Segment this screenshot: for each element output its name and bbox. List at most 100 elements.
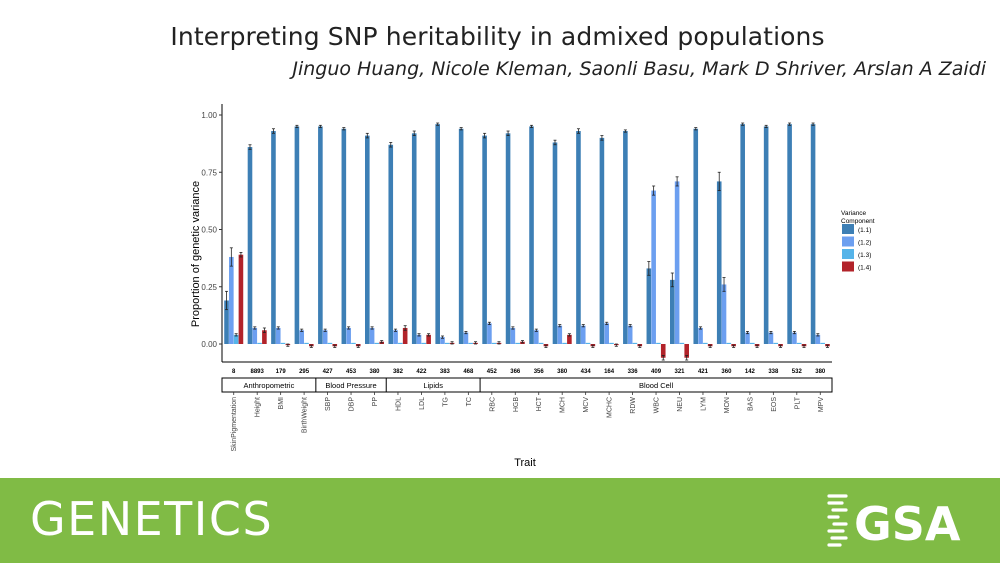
sample-count-label: 468 [463,369,474,375]
bar [440,337,445,344]
sample-count-label: 532 [792,369,803,375]
bar [458,128,464,344]
legend-title: Variance [841,210,867,217]
bar [656,342,661,344]
bar [646,268,652,344]
x-tick-label: RBC [489,397,496,412]
sample-count-label: 422 [416,369,427,375]
bar [482,135,487,344]
sample-count-label: 452 [487,369,498,375]
bar [411,133,417,344]
bar [557,325,563,344]
bar [599,137,605,344]
bar [388,144,394,344]
sample-count-label: 8 [232,369,236,375]
bar [660,344,666,358]
bar [463,332,469,344]
bar [716,181,722,344]
sample-count-label: 321 [674,369,685,375]
sample-count-label: 336 [628,369,639,375]
bar [257,342,262,344]
bar [693,128,699,344]
bar [534,330,539,344]
gsa-logo: GSA [827,494,961,550]
x-tick-label: WBC [654,397,661,413]
y-tick-label: 1.00 [201,111,217,120]
bar [726,342,732,344]
bar [393,330,398,344]
y-tick-label: 0.50 [201,226,217,235]
bar [275,327,281,344]
sample-count-label: 356 [534,369,545,375]
x-tick-label: NEU [677,397,684,412]
bar [426,334,431,344]
x-tick-label: Height [255,397,262,417]
sample-count-label: 380 [557,369,568,375]
x-tick-label: LDL [419,397,426,410]
footer-banner: GENETICS GSA [0,478,1000,563]
bar [538,342,544,344]
legend-swatch [842,236,854,247]
bar [529,126,534,344]
sample-count-label: 421 [698,369,709,375]
bar [740,124,745,344]
legend-label: (1.1) [858,227,871,234]
bar [810,124,816,344]
bar [552,142,558,344]
bar [299,330,305,344]
x-tick-label: BirthWeight [302,397,309,433]
legend-swatch [842,224,854,234]
sample-count-label: 380 [815,369,826,375]
bar [247,147,253,344]
bar [229,256,234,344]
x-tick-label: HGB [513,397,520,413]
group-band [221,377,833,393]
sample-count-label: 434 [581,369,592,375]
bar [318,126,323,344]
bar [505,133,511,344]
bar [327,342,333,344]
bar [576,131,581,344]
x-tick-label: MPV [818,397,825,413]
y-tick-label: 0.25 [201,283,217,292]
x-tick-label: RDW [630,397,637,414]
bar [304,342,309,344]
y-tick-label: 0.75 [201,168,217,177]
journal-brand: GENETICS [30,492,274,546]
x-tick-label: SBP [325,397,332,411]
bar [674,181,680,344]
bar [792,332,797,344]
bar [369,327,375,344]
legend-label: (1.4) [858,265,871,272]
sample-count-label: 380 [369,369,380,375]
bar [698,327,703,344]
x-tick-label: BMI [278,397,285,410]
sample-count-label: 179 [276,369,287,375]
bar [627,325,633,344]
bar [346,327,351,344]
bar [585,342,591,344]
x-tick-label: MCHC [607,397,614,418]
sample-count-label: 382 [393,369,404,375]
bar [233,334,239,344]
bar [421,342,427,344]
bar [623,131,628,344]
sample-count-label: 360 [721,369,732,375]
x-tick-label: MCV [583,397,590,413]
slide-title: Interpreting SNP heritability in admixed… [170,22,825,51]
legend-swatch [842,261,854,272]
bar [491,342,497,344]
sample-count-label: 383 [440,369,451,375]
group-label: Blood Cell [639,381,674,390]
bar [651,190,656,344]
bar [224,300,229,344]
bar [567,334,572,344]
bar [820,342,825,344]
x-tick-label: PP [372,397,379,407]
bar [609,342,614,344]
bar [262,330,267,344]
y-axis-label: Proportion of genetic variance [190,181,202,327]
bar [679,342,685,344]
x-axis-label: Trait [514,457,536,469]
x-tick-label: BAS [747,397,754,411]
